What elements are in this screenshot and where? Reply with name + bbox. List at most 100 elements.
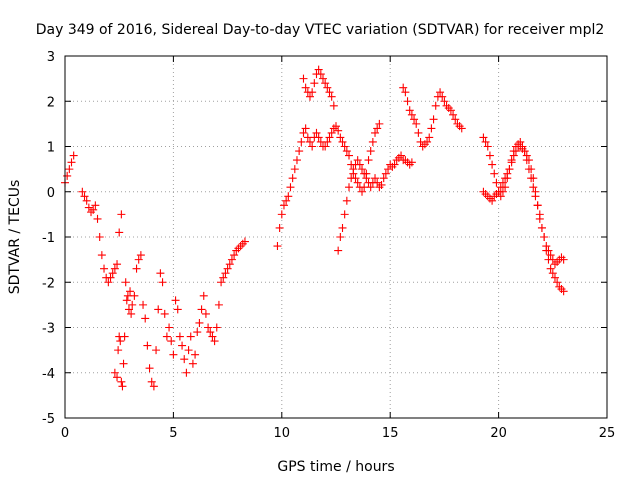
data-point: [353, 178, 362, 187]
data-point: [182, 368, 191, 377]
data-point: [496, 183, 505, 192]
data-point: [292, 156, 301, 165]
data-point: [156, 269, 165, 278]
data-point: [488, 196, 497, 205]
data-point: [342, 196, 351, 205]
data-point: [305, 137, 314, 146]
data-point: [95, 233, 104, 241]
data-point: [227, 255, 236, 264]
data-point: [134, 255, 143, 264]
data-point: [423, 137, 432, 146]
data-point: [214, 300, 223, 309]
data-point: [193, 328, 202, 337]
data-point: [162, 332, 171, 341]
x-tick-label: 15: [382, 426, 399, 441]
data-point: [217, 278, 226, 287]
data-point: [63, 171, 72, 180]
data-point: [358, 165, 367, 174]
data-point: [149, 382, 158, 391]
data-point: [546, 264, 555, 273]
data-point: [431, 101, 440, 110]
data-point: [191, 350, 200, 359]
data-point: [115, 228, 124, 237]
data-point: [154, 305, 163, 314]
y-tick-label: -5: [42, 412, 55, 427]
x-tick-label: 10: [274, 426, 291, 441]
data-point: [91, 201, 100, 210]
data-point: [373, 124, 382, 133]
data-point: [206, 328, 215, 337]
y-tick-label: -2: [42, 276, 55, 291]
data-point: [327, 92, 336, 101]
data-point: [425, 133, 434, 142]
data-point: [559, 287, 568, 296]
data-point: [104, 278, 113, 287]
data-point: [399, 83, 408, 92]
chart-title: Day 349 of 2016, Sidereal Day-to-day VTE…: [36, 22, 605, 38]
data-point: [490, 169, 499, 178]
data-point: [401, 88, 410, 97]
data-point: [78, 187, 87, 196]
data-point: [308, 88, 317, 97]
data-point: [114, 346, 123, 355]
data-point: [325, 133, 334, 142]
data-point: [230, 251, 239, 260]
data-point: [340, 210, 349, 219]
data-point: [301, 124, 310, 133]
data-point: [221, 269, 230, 278]
data-point: [362, 174, 371, 183]
data-point: [436, 88, 445, 97]
data-point: [332, 122, 340, 131]
data-point: [147, 377, 156, 386]
data-point: [548, 269, 557, 278]
data-point: [160, 309, 169, 318]
data-point: [358, 187, 367, 196]
data-point: [201, 309, 210, 318]
data-point: [116, 337, 125, 346]
data-point: [507, 158, 516, 167]
data-point: [533, 201, 542, 210]
data-point: [321, 142, 330, 151]
data-point: [379, 174, 388, 183]
data-point: [100, 264, 109, 273]
data-point: [384, 165, 393, 174]
data-point: [524, 156, 533, 165]
data-point: [323, 137, 332, 146]
data-point: [110, 264, 119, 273]
data-point: [84, 203, 93, 212]
series-2: [479, 133, 568, 296]
data-point: [403, 97, 412, 106]
data-point: [171, 296, 180, 305]
data-point: [80, 192, 89, 201]
data-point: [273, 242, 282, 251]
data-point: [371, 128, 380, 137]
x-tick-label: 25: [599, 426, 616, 441]
data-point: [377, 180, 386, 189]
data-point: [349, 165, 358, 174]
data-point: [195, 318, 204, 327]
data-point: [498, 178, 507, 187]
data-point: [327, 128, 336, 137]
data-point: [120, 332, 129, 341]
data-point: [69, 151, 78, 160]
grid: [65, 56, 607, 418]
y-tick-label: 0: [47, 186, 55, 201]
data-point: [117, 377, 126, 386]
data-point: [414, 128, 423, 137]
data-point: [537, 223, 546, 232]
data-point: [275, 223, 284, 232]
data-point: [175, 332, 184, 341]
data-point: [141, 314, 150, 323]
data-point: [483, 142, 492, 151]
data-point: [550, 273, 559, 282]
data-point: [451, 115, 460, 124]
data-point: [124, 305, 133, 314]
data-point: [321, 79, 330, 88]
data-point: [295, 147, 304, 156]
data-point: [366, 147, 375, 156]
data-point: [355, 160, 364, 169]
data-point: [529, 174, 538, 183]
data-point: [371, 174, 380, 183]
data-point: [106, 273, 115, 282]
data-point: [529, 183, 538, 192]
